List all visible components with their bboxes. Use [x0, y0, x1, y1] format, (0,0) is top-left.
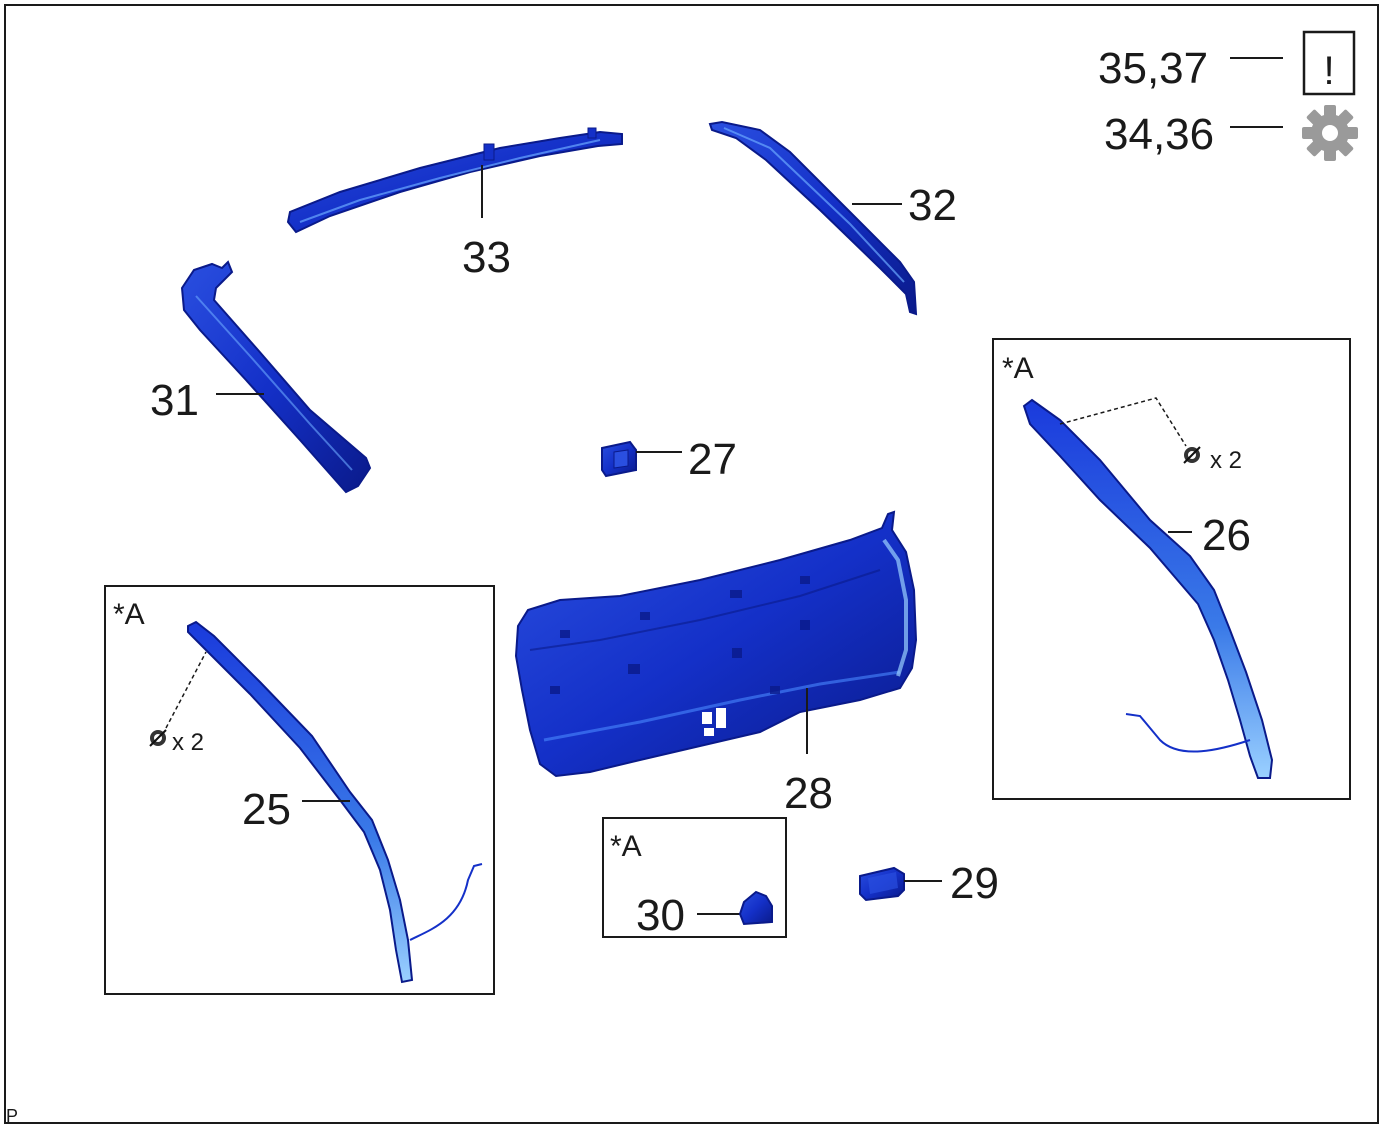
part-32-graphic: [708, 120, 918, 316]
caution-glyph: !: [1323, 49, 1334, 93]
part-30-label: 30: [636, 891, 685, 940]
part-26-label: 26: [1202, 511, 1251, 560]
legend-gear: 34,36: [1104, 105, 1358, 161]
part-26-graphic: [1022, 398, 1274, 779]
legend-caution: 35,37 !: [1098, 30, 1356, 96]
part-27-graphic: [601, 440, 637, 478]
part-33-label: 33: [462, 233, 511, 282]
part-28-label: 28: [784, 769, 833, 818]
clip-quantity: x 2: [1210, 447, 1242, 474]
clip-icon: [1183, 446, 1201, 464]
gear-icon: [1302, 105, 1358, 161]
clip-icon: [149, 729, 167, 747]
legend-caution-label: 35,37: [1098, 44, 1208, 93]
part-33-graphic: [286, 127, 623, 234]
inset-part-30: *A 30: [602, 817, 787, 940]
inset-marker: *A: [1002, 352, 1034, 385]
corner-mark: P: [6, 1106, 18, 1126]
part-29-graphic: [859, 866, 905, 902]
caution-icon: !: [1302, 30, 1356, 96]
part-27-label: 27: [688, 435, 737, 484]
legend-gear-label: 34,36: [1104, 110, 1214, 159]
part-28-graphic: [514, 510, 918, 778]
part-30-graphic: [738, 890, 773, 926]
part-32-label: 32: [908, 181, 957, 230]
dashed-leader: [1059, 397, 1187, 447]
part-25-graphic: [187, 620, 483, 984]
inset-marker: *A: [610, 830, 642, 863]
part-29-label: 29: [950, 859, 999, 908]
part-31-graphic: [180, 260, 372, 494]
part-25-label: 25: [242, 785, 291, 834]
part-31-label: 31: [150, 376, 199, 425]
inset-marker: *A: [113, 598, 145, 631]
inset-part-25: *A x 2 25: [104, 585, 495, 995]
inset-part-26: *A x 2 26: [992, 338, 1351, 800]
clip-quantity: x 2: [172, 729, 204, 756]
dashed-leader: [165, 651, 207, 729]
